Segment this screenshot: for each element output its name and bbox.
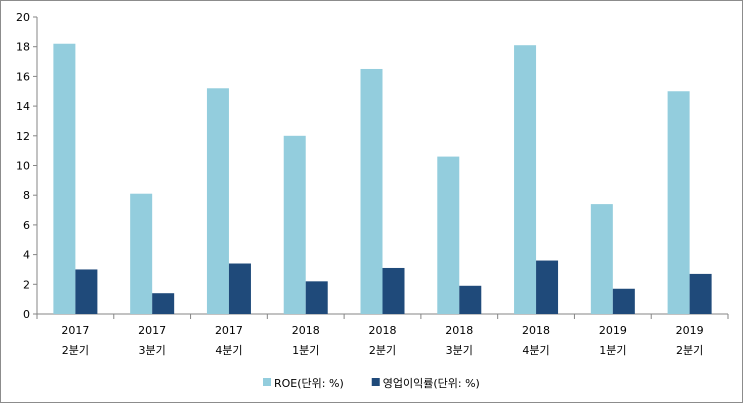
x-tick-label-year: 2018	[369, 324, 397, 337]
operating-margin-bar	[382, 267, 405, 314]
x-tick-label-year: 2018	[292, 324, 320, 337]
x-tick-label-quarter: 4분기	[522, 344, 549, 357]
x-tick-label-quarter: 1분기	[599, 344, 626, 357]
roe-bar	[437, 156, 460, 314]
operating-margin-bar	[459, 285, 482, 314]
x-tick-label-year: 2018	[445, 324, 473, 337]
operating-margin-bar	[75, 269, 98, 314]
y-tick-label: 14	[16, 100, 30, 113]
x-tick-label-year: 2017	[138, 324, 166, 337]
roe-bar	[514, 45, 537, 315]
legend-swatch	[371, 378, 380, 386]
x-tick-label-year: 2019	[676, 324, 704, 337]
x-tick-label-quarter: 2분기	[62, 344, 89, 357]
x-tick-label-quarter: 2분기	[676, 344, 703, 357]
x-tick-label-quarter: 3분기	[446, 344, 473, 357]
y-tick-label: 0	[23, 308, 30, 321]
x-tick-label-quarter: 4분기	[215, 344, 242, 357]
y-tick-label: 10	[16, 160, 30, 173]
y-tick-label: 2	[23, 278, 30, 291]
operating-margin-bar	[612, 288, 635, 314]
x-tick-label-year: 2019	[599, 324, 627, 337]
y-tick-label: 16	[16, 70, 30, 83]
y-tick-label: 12	[16, 130, 30, 143]
roe-bar	[283, 135, 306, 314]
x-tick-label-quarter: 3분기	[139, 344, 166, 357]
x-tick-label-quarter: 2분기	[369, 344, 396, 357]
roe-bar	[206, 88, 229, 314]
x-tick-label-year: 2017	[215, 324, 243, 337]
operating-margin-bar	[152, 293, 175, 314]
y-tick-label: 4	[23, 249, 30, 262]
roe-bar	[53, 43, 76, 314]
legend-label: ROE(단위: %)	[274, 377, 344, 390]
y-tick-label: 18	[16, 41, 30, 54]
operating-margin-bar	[228, 263, 251, 314]
roe-bar	[130, 193, 153, 314]
operating-margin-bar	[305, 281, 328, 314]
y-tick-label: 8	[23, 189, 30, 202]
roe-bar	[667, 91, 690, 314]
legend-label: 영업이익률(단위: %)	[383, 377, 480, 390]
x-tick-label-year: 2018	[522, 324, 550, 337]
operating-margin-bar	[689, 273, 712, 314]
x-tick-label-quarter: 1분기	[292, 344, 319, 357]
y-tick-label: 6	[23, 219, 30, 232]
legend-swatch	[263, 378, 271, 386]
roe-bar	[360, 68, 383, 314]
y-tick-label: 20	[16, 11, 30, 24]
roe-bar	[590, 204, 613, 314]
x-tick-label-year: 2017	[61, 324, 89, 337]
operating-margin-bar	[536, 260, 559, 314]
